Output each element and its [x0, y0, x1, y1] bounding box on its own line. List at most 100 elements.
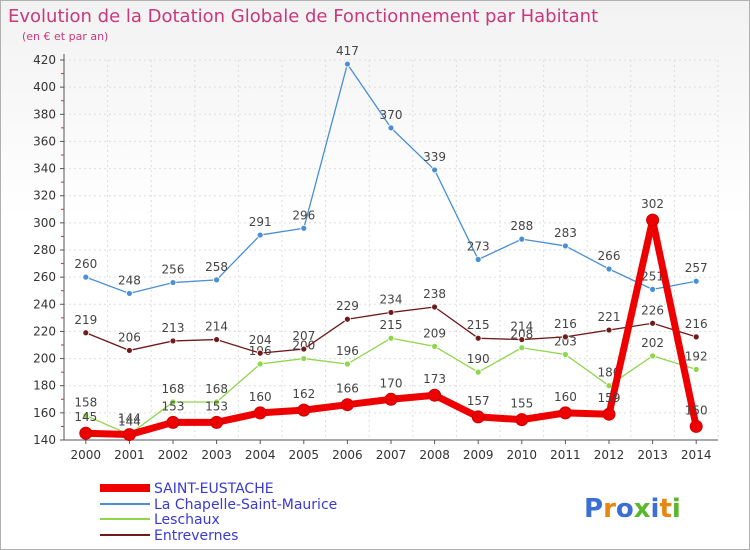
- data-point: [343, 315, 351, 323]
- data-label: 144: [118, 412, 141, 426]
- data-point: [605, 326, 613, 334]
- data-point: [692, 366, 700, 373]
- x-tick-label: 2005: [289, 448, 320, 462]
- data-label: 238: [423, 287, 446, 301]
- data-point: [387, 334, 395, 342]
- data-label: 190: [467, 352, 490, 366]
- data-point: [169, 279, 177, 286]
- data-point: [300, 355, 308, 362]
- data-point: [692, 333, 700, 341]
- x-tick-label: 2013: [637, 448, 668, 462]
- x-tick-label: 2010: [507, 448, 538, 462]
- proxiti-logo: Proxiti: [584, 494, 681, 524]
- data-point: [213, 398, 221, 406]
- data-point: [256, 231, 264, 239]
- x-tick-label: 2006: [332, 448, 363, 462]
- x-tick-label: 2012: [594, 448, 625, 462]
- y-tick-label: 280: [33, 243, 56, 257]
- data-label: 229: [336, 299, 359, 313]
- data-label: 283: [554, 226, 577, 240]
- data-label: 155: [510, 397, 533, 411]
- data-label: 302: [641, 197, 664, 211]
- data-label: 251: [641, 269, 664, 283]
- data-point: [562, 351, 569, 358]
- data-point: [169, 337, 177, 345]
- data-label: 257: [685, 261, 708, 275]
- data-point: [431, 303, 439, 311]
- data-point: [649, 319, 656, 327]
- data-point: [646, 213, 660, 227]
- data-point: [431, 342, 439, 350]
- data-label: 203: [554, 335, 577, 349]
- x-tick-label: 2004: [245, 448, 276, 462]
- y-tick-label: 220: [33, 324, 56, 338]
- data-point: [122, 428, 136, 442]
- data-label: 417: [336, 44, 359, 58]
- data-label: 192: [685, 349, 708, 363]
- data-label: 296: [292, 208, 315, 222]
- x-tick-label: 2000: [71, 448, 102, 462]
- series-leschaux: 1581441681681962001962152091902082031802…: [74, 318, 708, 438]
- data-label: 226: [641, 303, 664, 317]
- data-label: 145: [74, 410, 97, 424]
- legend-label: Entrevernes: [154, 528, 238, 544]
- y-tick-label: 260: [33, 270, 56, 284]
- data-label: 207: [292, 329, 315, 343]
- data-point: [474, 256, 482, 263]
- data-label: 219: [74, 313, 97, 327]
- data-label: 248: [118, 273, 141, 287]
- data-label: 258: [205, 260, 228, 274]
- data-label: 215: [467, 318, 490, 332]
- x-tick-label: 2014: [681, 448, 712, 462]
- y-tick-label: 200: [33, 352, 56, 366]
- data-label: 215: [380, 318, 403, 332]
- x-tick-label: 2003: [201, 448, 232, 462]
- data-point: [649, 352, 656, 360]
- legend-label: La Chapelle-Saint-Maurice: [154, 497, 337, 513]
- data-label: 173: [423, 372, 446, 386]
- data-label: 288: [510, 219, 533, 233]
- x-tick-label: 2008: [419, 448, 450, 462]
- x-tick-label: 2009: [463, 448, 494, 462]
- data-label: 214: [205, 320, 228, 334]
- data-point: [82, 273, 90, 281]
- data-point: [518, 235, 526, 243]
- data-point: [605, 382, 613, 390]
- series-la-chapelle-saint-maurice: 260 248 256 258 291 296 417 370 339 273 288 283 266 2…: [74, 44, 708, 297]
- y-tick-label: 140: [33, 433, 56, 447]
- data-point: [474, 368, 482, 376]
- data-label: 221: [598, 310, 621, 324]
- data-label: 170: [380, 376, 403, 390]
- data-label: 144: [118, 415, 141, 429]
- data-point: [82, 412, 90, 419]
- data-label: 216: [685, 317, 708, 331]
- data-point: [689, 419, 703, 433]
- y-tick-label: 340: [33, 162, 56, 176]
- x-tick-label: 2011: [550, 448, 581, 462]
- x-tick-label: 2007: [376, 448, 407, 462]
- y-tick-label: 300: [33, 216, 56, 230]
- data-point: [79, 426, 93, 440]
- y-tick-label: 420: [33, 53, 56, 67]
- data-point: [169, 398, 177, 406]
- data-point: [343, 360, 351, 368]
- data-label: 160: [554, 390, 577, 404]
- data-label: 209: [423, 326, 446, 340]
- data-point: [82, 329, 90, 337]
- data-point: [213, 336, 221, 343]
- data-label: 166: [336, 382, 359, 396]
- data-label: 158: [74, 396, 97, 410]
- chart-subtitle: (en € et par an): [22, 30, 108, 43]
- data-label: 260: [74, 257, 97, 271]
- data-label: 208: [510, 328, 533, 342]
- series-entrevernes: 219 206 213 214 204 207 229 234 238 215 214 216 221 2…: [74, 287, 708, 357]
- data-point: [387, 309, 395, 316]
- data-label: 159: [598, 391, 621, 405]
- x-tick-label: 2001: [114, 448, 145, 462]
- data-point: [515, 413, 529, 427]
- data-point: [300, 345, 308, 353]
- y-tick-label: 360: [33, 134, 56, 148]
- data-point: [300, 224, 308, 232]
- axes: 140 160 180 200 220 240 260 280 300 320 340 360 380 4…: [33, 53, 718, 462]
- data-label: 206: [118, 330, 141, 344]
